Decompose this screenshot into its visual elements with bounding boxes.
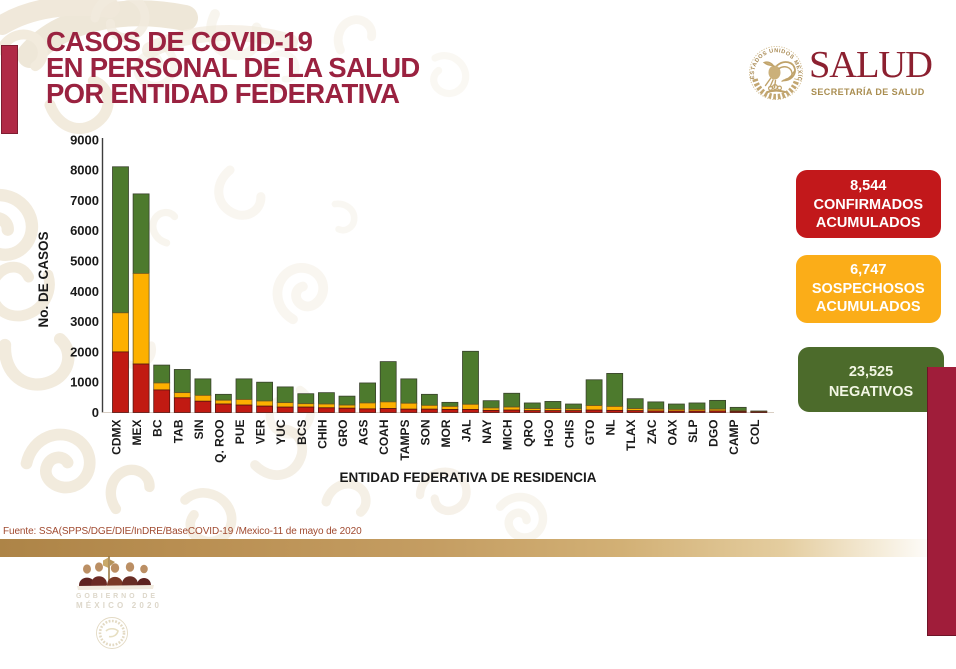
svg-text:7000: 7000 [70, 193, 99, 208]
svg-text:YUC: YUC [274, 419, 288, 445]
svg-text:0: 0 [92, 405, 99, 420]
svg-text:QRO: QRO [521, 420, 535, 447]
svg-text:MOR: MOR [439, 419, 453, 447]
svg-text:TAB: TAB [171, 419, 185, 443]
svg-text:BC: BC [151, 419, 165, 437]
svg-text:SON: SON [418, 420, 432, 446]
svg-text:TAMPS: TAMPS [398, 420, 412, 461]
svg-text:3000: 3000 [70, 314, 99, 329]
svg-text:GTO: GTO [583, 420, 597, 446]
svg-text:8000: 8000 [70, 163, 99, 178]
svg-text:OAX: OAX [665, 420, 679, 446]
svg-text:5000: 5000 [70, 254, 99, 269]
svg-text:MEX: MEX [130, 420, 144, 446]
svg-text:NAY: NAY [480, 420, 494, 444]
svg-text:AGS: AGS [357, 420, 371, 446]
svg-text:GOBIERNO DE: GOBIERNO DE [76, 593, 156, 600]
svg-text:GRO: GRO [336, 420, 350, 447]
svg-text:CDMX: CDMX [110, 420, 124, 455]
svg-text:BCS: BCS [295, 420, 309, 445]
svg-text:6000: 6000 [70, 223, 99, 238]
svg-text:CHIH: CHIH [315, 420, 329, 449]
svg-text:1000: 1000 [70, 375, 99, 390]
svg-text:COL: COL [748, 420, 762, 445]
svg-text:ZAC: ZAC [645, 419, 659, 444]
svg-text:MÉXICO 2020: MÉXICO 2020 [76, 601, 160, 610]
svg-text:NL: NL [604, 420, 618, 436]
svg-text:CAMP: CAMP [727, 420, 741, 455]
svg-text:4000: 4000 [70, 284, 99, 299]
svg-text:DGO: DGO [707, 420, 721, 447]
svg-text:JAL: JAL [460, 420, 474, 443]
svg-text:Q. ROO: Q. ROO [212, 420, 226, 463]
svg-text:9000: 9000 [70, 132, 99, 147]
svg-text:PUE: PUE [233, 420, 247, 445]
svg-text:MICH: MICH [501, 420, 515, 451]
svg-text:COAH: COAH [377, 420, 391, 455]
svg-text:No. DE CASOS: No. DE CASOS [36, 231, 51, 327]
svg-text:TLAX: TLAX [624, 420, 638, 451]
svg-text:VER: VER [254, 419, 268, 444]
svg-text:2000: 2000 [70, 344, 99, 359]
svg-text:SLP: SLP [686, 420, 700, 443]
svg-text:ENTIDAD FEDERATIVA DE RESIDENC: ENTIDAD FEDERATIVA DE RESIDENCIA [339, 470, 596, 485]
svg-text:SIN: SIN [192, 420, 206, 440]
svg-text:HGO: HGO [542, 420, 556, 447]
svg-text:CHIS: CHIS [563, 420, 577, 449]
